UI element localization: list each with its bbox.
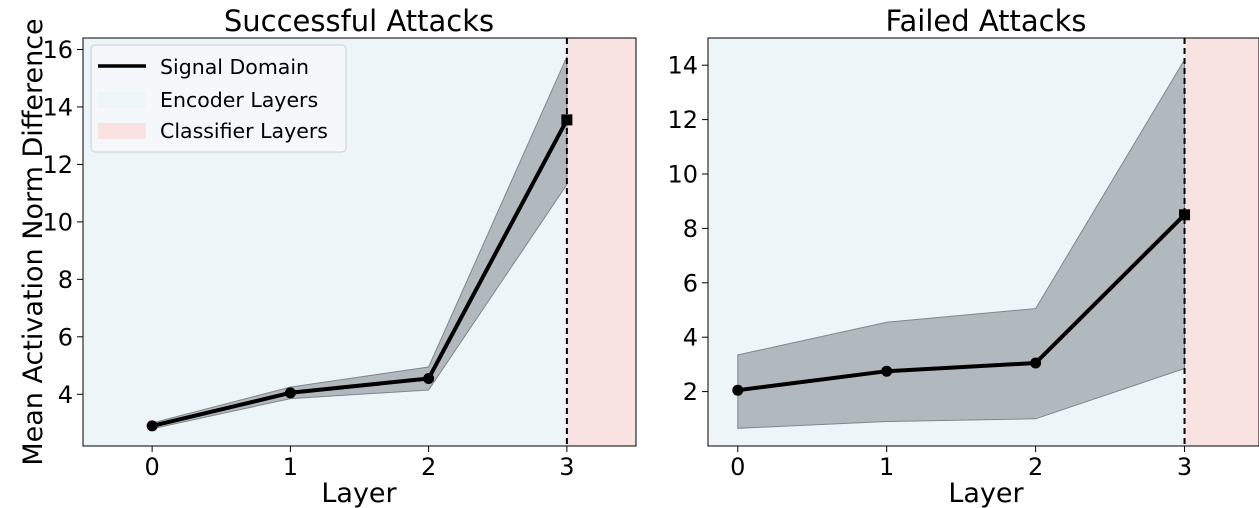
y-tick-label: 12	[42, 151, 73, 179]
data-point	[732, 384, 744, 396]
legend-encoder-swatch	[98, 92, 146, 108]
data-point	[284, 387, 296, 399]
y-tick-label: 8	[683, 215, 698, 243]
y-tick-label: 14	[667, 52, 698, 80]
legend-label-signal-domain: Signal Domain	[160, 55, 309, 79]
x-tick-label: 1	[879, 453, 894, 481]
series-line-signal-domain	[151, 118, 569, 428]
data-point	[881, 365, 893, 377]
line-group	[737, 213, 1186, 393]
axes-frame	[707, 37, 1259, 447]
y-tick-label: 8	[58, 266, 73, 294]
x-tick-label: 0	[144, 453, 159, 481]
region-classifier-layers	[566, 38, 636, 446]
y-tick-label: 16	[42, 36, 73, 64]
legend: Signal Domain Encoder Layers Classifier …	[90, 44, 347, 153]
legend-label-classifier-layers: Classifier Layers	[160, 119, 328, 143]
y-tick-label: 6	[58, 323, 73, 351]
series-line-signal-domain	[737, 213, 1186, 393]
x-axis-label-failed: Layer	[948, 478, 1024, 508]
y-tick-label: 4	[683, 324, 698, 352]
data-point	[146, 420, 158, 432]
x-axis-label-successful: Layer	[321, 478, 397, 508]
y-tick-label: 2	[683, 378, 698, 406]
x-tick-label: 1	[283, 453, 298, 481]
y-tick-label: 12	[667, 106, 698, 134]
y-tick-label: 10	[667, 161, 698, 189]
legend-classifier-swatch	[98, 123, 146, 139]
data-point-final	[1179, 209, 1191, 221]
data-point	[423, 372, 435, 384]
marker-group	[732, 209, 1191, 396]
band-group	[151, 56, 568, 430]
x-tick-label: 2	[1028, 453, 1043, 481]
line-group	[151, 118, 569, 428]
x-tick-label: 0	[730, 453, 745, 481]
y-tick-label: 6	[683, 269, 698, 297]
chart-title-successful: Successful Attacks	[224, 4, 494, 38]
data-point	[1030, 357, 1042, 369]
legend-label-encoder-layers: Encoder Layers	[160, 88, 318, 112]
legend-box	[90, 44, 347, 153]
y-axis-label: Mean Activation Norm Difference	[18, 18, 49, 465]
x-tick-label: 3	[559, 453, 574, 481]
x-tick-label: 3	[1177, 453, 1192, 481]
y-tick-label: 10	[42, 208, 73, 236]
y-tick-label: 14	[42, 93, 73, 121]
chart-title-failed: Failed Attacks	[885, 4, 1086, 38]
std-band	[151, 56, 568, 430]
region-classifier-layers	[1184, 38, 1259, 446]
x-tick-label: 2	[421, 453, 436, 481]
axes-frame	[82, 37, 637, 447]
y-tick-label: 4	[58, 381, 73, 409]
